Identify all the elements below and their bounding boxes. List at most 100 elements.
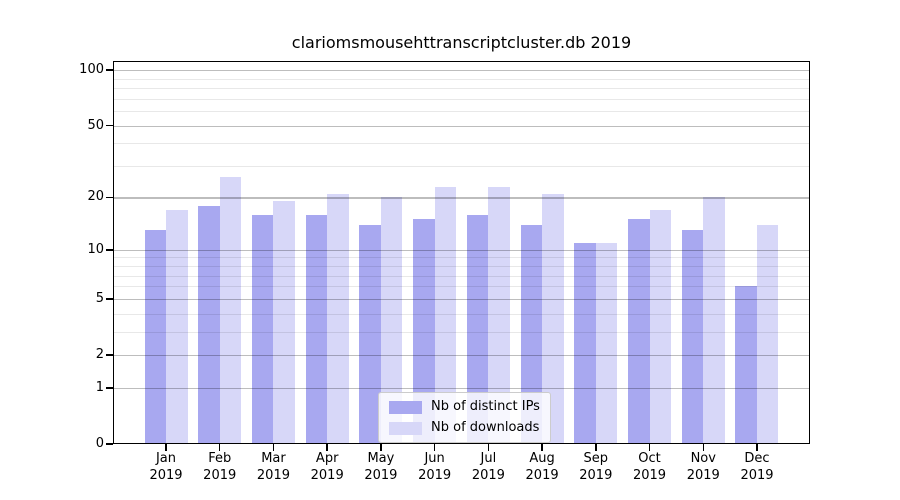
x-tick-label-line: 2019 — [149, 468, 183, 483]
x-tick-label-line: May — [367, 451, 395, 466]
legend-swatch-distinct-ips — [389, 400, 422, 414]
bar-distinct-ips — [251, 214, 274, 444]
bar-downloads — [756, 224, 779, 444]
x-tick-label: Apr 2019 — [295, 450, 359, 484]
x-tick — [756, 444, 758, 451]
bar-downloads — [166, 209, 188, 444]
plot-area — [113, 61, 810, 444]
x-tick-label-line: 2019 — [686, 468, 720, 483]
x-tick-label-line: 2019 — [203, 468, 237, 483]
gridline-minor — [113, 78, 810, 80]
bar-downloads — [649, 209, 672, 444]
x-tick-label: Jan 2019 — [134, 450, 198, 484]
x-tick-label-line: Nov — [690, 451, 716, 466]
x-tick-label-line: 2019 — [740, 468, 774, 483]
x-tick-label-line: Aug — [529, 451, 555, 466]
x-tick — [380, 444, 382, 451]
bar-downloads — [703, 197, 725, 444]
y-tick-label: 0 — [95, 436, 104, 451]
bar-distinct-ips — [198, 205, 220, 444]
x-tick-label-line: 2019 — [310, 468, 344, 483]
gridline-minor — [113, 88, 810, 90]
x-tick-label: Nov 2019 — [671, 450, 735, 484]
x-tick-label: Feb 2019 — [188, 450, 252, 484]
x-tick-label-line: Jun — [424, 451, 445, 466]
bar-distinct-ips — [735, 286, 757, 444]
x-tick — [595, 444, 597, 451]
bar-downloads — [219, 177, 242, 444]
y-tick — [106, 354, 113, 356]
x-tick-label-line: 2019 — [632, 468, 667, 483]
bar-distinct-ips — [305, 214, 328, 444]
x-tick-label-line: 2019 — [256, 468, 290, 483]
bar-distinct-ips — [520, 224, 543, 444]
gridline-minor — [113, 111, 810, 113]
y-tick — [106, 124, 113, 127]
y-tick — [106, 196, 113, 199]
bar-downloads — [595, 242, 618, 444]
legend-label-distinct-ips: Nb of distinct IPs — [431, 399, 540, 414]
x-tick-label-line: 2019 — [525, 468, 559, 483]
bar-downloads — [434, 186, 457, 444]
x-tick-label: Jul 2019 — [456, 450, 520, 484]
x-tick-label-line: Jan — [155, 451, 177, 466]
legend-item-downloads: Nb of downloads — [389, 421, 540, 435]
bar-distinct-ips — [144, 230, 166, 444]
y-tick-label: 5 — [95, 290, 104, 306]
x-tick-label-line: Feb — [208, 451, 232, 466]
x-tick-label: May 2019 — [349, 450, 413, 484]
bar-downloads — [488, 186, 510, 444]
chart-title: clariomsmousehttranscriptcluster.db 2019 — [291, 33, 632, 52]
y-tick-label: 1 — [95, 379, 104, 395]
x-tick — [487, 444, 490, 451]
x-tick-label: Mar 2019 — [241, 450, 305, 484]
x-tick-label-line: Oct — [638, 451, 661, 466]
x-tick-label: Jun 2019 — [403, 450, 467, 484]
gridline-minor — [113, 165, 810, 167]
bar-downloads — [327, 193, 349, 444]
x-tick — [433, 444, 436, 451]
bar-distinct-ips — [628, 219, 650, 444]
x-tick — [326, 444, 328, 451]
x-tick — [541, 444, 543, 451]
x-tick-label-line: Apr — [315, 451, 339, 466]
x-tick-label: Oct 2019 — [618, 450, 682, 484]
x-tick-label-line: 2019 — [418, 468, 452, 483]
legend-label-downloads: Nb of downloads — [431, 420, 540, 435]
bar-distinct-ips — [413, 219, 435, 444]
y-tick — [106, 298, 113, 300]
x-tick-label: Aug 2019 — [510, 450, 574, 484]
gridline-minor — [113, 143, 810, 145]
bar-downloads — [380, 197, 403, 444]
y-tick-label: 100 — [79, 62, 104, 78]
x-tick-label-line: 2019 — [471, 468, 505, 483]
y-tick-label: 50 — [87, 117, 104, 133]
x-tick-label-line: 2019 — [364, 468, 398, 483]
gridline-major — [113, 70, 810, 72]
x-tick — [218, 444, 221, 451]
y-tick-label: 2 — [95, 347, 104, 362]
legend: Nb of distinct IPs Nb of downloads — [378, 392, 551, 443]
x-tick-label: Dec 2019 — [725, 450, 789, 484]
x-tick-label-line: Dec — [744, 451, 770, 466]
bar-downloads — [273, 201, 295, 444]
legend-swatch-downloads — [389, 421, 422, 435]
bar-distinct-ips — [466, 214, 489, 444]
x-tick-label-line: Sep — [583, 451, 609, 466]
x-tick — [165, 444, 167, 451]
bar-distinct-ips — [359, 224, 381, 444]
y-tick — [106, 443, 113, 445]
legend-item-distinct-ips: Nb of distinct IPs — [389, 400, 540, 414]
gridline-minor — [113, 98, 810, 100]
bar-distinct-ips — [574, 242, 596, 444]
x-tick — [702, 444, 705, 451]
x-tick-label-line: 2019 — [579, 468, 613, 483]
y-tick-label: 20 — [87, 189, 104, 205]
x-tick — [648, 444, 651, 451]
y-tick-label: 10 — [87, 241, 104, 257]
y-tick — [106, 69, 113, 71]
x-tick-label: Sep 2019 — [564, 450, 628, 484]
y-tick — [106, 249, 113, 251]
y-tick — [106, 387, 113, 389]
